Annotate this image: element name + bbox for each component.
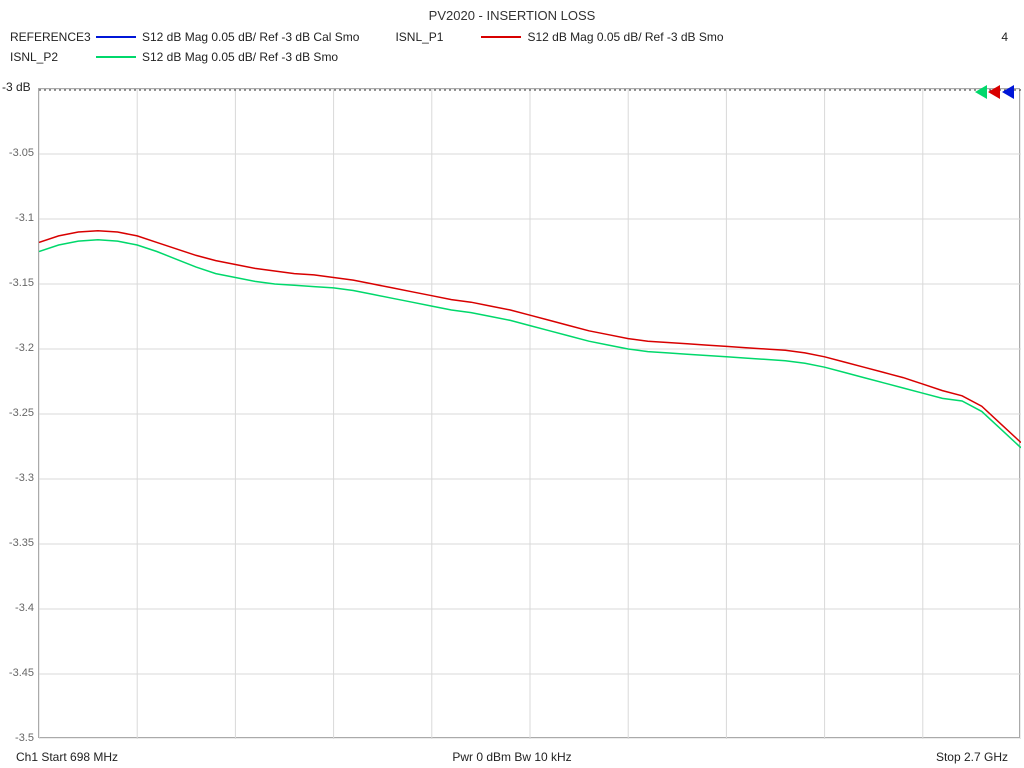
y-tick-label: -3.5 [0, 732, 34, 744]
footer: Ch1 Start 698 MHz Pwr 0 dBm Bw 10 kHz St… [0, 750, 1024, 764]
chart-svg [39, 89, 1021, 739]
legend: REFERENCE3 S12 dB Mag 0.05 dB/ Ref -3 dB … [0, 27, 1024, 69]
y-tick-label: -3.2 [0, 342, 34, 354]
trace-marker-icon [975, 85, 987, 99]
legend-trace-name: ISNL_P2 [10, 50, 90, 64]
legend-trace-desc: S12 dB Mag 0.05 dB/ Ref -3 dB Smo [142, 50, 338, 64]
trace-marker-icon [988, 85, 1000, 99]
legend-swatch [96, 56, 136, 58]
y-tick-label: -3.3 [0, 472, 34, 484]
footer-stop: Stop 2.7 GHz [936, 750, 1008, 764]
legend-swatch [96, 36, 136, 38]
footer-center: Pwr 0 dBm Bw 10 kHz [452, 750, 571, 764]
y-tick-label: -3.15 [0, 277, 34, 289]
y-tick-label: -3.35 [0, 537, 34, 549]
chart-title: PV2020 - INSERTION LOSS [0, 0, 1024, 27]
legend-swatch [481, 36, 521, 38]
chart-plot-area [38, 88, 1020, 738]
ref-label: -3 dB [2, 80, 31, 94]
y-tick-label: -3.05 [0, 147, 34, 159]
legend-trace-desc: S12 dB Mag 0.05 dB/ Ref -3 dB Cal Smo [142, 30, 359, 44]
y-tick-label: -3.1 [0, 212, 34, 224]
legend-trace-name: REFERENCE3 [10, 30, 90, 44]
footer-start: Ch1 Start 698 MHz [16, 750, 118, 764]
trace-marker-icon [1002, 85, 1014, 99]
legend-trace-name: ISNL_P1 [395, 30, 475, 44]
legend-right-value: 4 [1001, 30, 1014, 44]
y-tick-label: -3.45 [0, 667, 34, 679]
y-tick-label: -3.4 [0, 602, 34, 614]
y-tick-label: -3.25 [0, 407, 34, 419]
legend-trace-desc: S12 dB Mag 0.05 dB/ Ref -3 dB Smo [527, 30, 723, 44]
